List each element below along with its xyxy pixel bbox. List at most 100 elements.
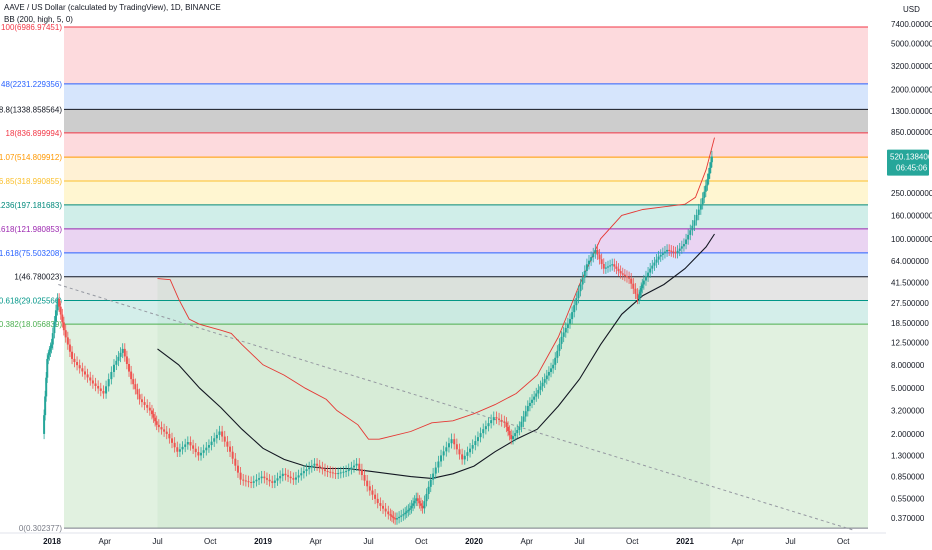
candle-body — [512, 436, 515, 440]
candle-body — [66, 337, 69, 345]
candle-body — [61, 314, 64, 323]
y-tick-label-21: 0.370000 — [891, 514, 925, 523]
candle-body — [619, 271, 622, 274]
candle-body — [687, 234, 690, 240]
time-axis[interactable]: 2018 Apr Jul Oct 2019 Apr Jul Oct 2020 Apr Jul Oct 2… — [0, 532, 886, 546]
candle-body — [611, 264, 614, 266]
candle-body — [45, 377, 48, 397]
fib-band-8 — [64, 252, 868, 277]
candle-body — [247, 481, 250, 483]
candle-body — [437, 461, 440, 468]
candle-body — [708, 167, 711, 174]
candle-body — [699, 204, 702, 210]
y-tick-label-14: 8.000000 — [891, 361, 925, 370]
candle-body — [49, 348, 52, 352]
candle-body — [522, 416, 525, 422]
candle-body — [305, 469, 308, 472]
candle-body — [647, 272, 650, 277]
candle-body — [461, 454, 464, 460]
candle-body — [484, 426, 487, 430]
candle-body — [342, 471, 345, 473]
candle-body — [487, 423, 490, 427]
trendline-layer — [58, 284, 854, 531]
candle-body — [644, 276, 647, 281]
fib-band-1 — [64, 83, 868, 110]
candle-body — [352, 465, 355, 468]
candle-body — [234, 458, 237, 466]
candle-body — [518, 426, 521, 431]
candle-body — [649, 268, 652, 273]
fib-label-8: 1.618(75.503208) — [0, 249, 62, 258]
candle-body — [479, 433, 482, 438]
candle-body — [695, 214, 698, 221]
candle-body — [423, 501, 426, 509]
candle-body — [709, 162, 712, 168]
candle-body — [628, 277, 631, 279]
candle-body — [535, 393, 538, 397]
candle-body — [83, 371, 86, 375]
candle-body — [516, 430, 519, 434]
candle-body — [329, 471, 332, 473]
candle-body — [382, 505, 385, 509]
candle-body — [73, 358, 76, 363]
y-tick-label-2: 3200.000000 — [891, 62, 932, 71]
candle-body — [636, 293, 639, 299]
candle-body — [547, 371, 550, 376]
y-tick-label-5: 850.000000 — [891, 128, 932, 137]
candle-body — [495, 417, 498, 419]
symbol-title[interactable]: AAVE / US Dollar (calculated by TradingV… — [4, 3, 221, 12]
candle-body — [413, 500, 416, 504]
x-tick-label-10: Jul — [574, 537, 584, 546]
candle-body — [661, 253, 664, 255]
candle-body — [125, 356, 128, 365]
candle-body — [625, 276, 628, 278]
candle-body — [231, 451, 234, 459]
candle-body — [368, 486, 371, 491]
fib-label-9: 1(46.780023) — [14, 273, 62, 282]
price-axis[interactable]: 7400.000000 5000.000000 3200.000000 2000.00… — [891, 20, 932, 523]
candle-body — [458, 449, 461, 455]
candle-body — [292, 478, 295, 480]
candle-body — [706, 179, 709, 186]
candle-body — [575, 298, 578, 306]
candle-body — [76, 362, 79, 366]
candle-body — [99, 388, 102, 391]
candle-body — [171, 438, 174, 443]
candle-body — [287, 475, 290, 477]
candle-body — [526, 406, 529, 412]
candle-body — [442, 451, 445, 456]
candle-body — [680, 246, 683, 249]
candle-body — [670, 250, 673, 252]
candle-body — [659, 254, 662, 257]
candle-body — [50, 344, 53, 349]
candle-body — [554, 357, 557, 365]
candle-body — [528, 402, 531, 407]
candle-body — [412, 503, 415, 506]
candle-body — [260, 476, 263, 479]
candle-body — [639, 291, 642, 296]
candle-body — [46, 358, 49, 378]
candle-body — [318, 465, 321, 468]
candle-body — [132, 379, 135, 385]
fib-retracement-layer: 100(6986.97451) 48(2231.229356) 28.8(1338.… — [0, 23, 868, 533]
candle-body — [221, 431, 224, 437]
indicator-title[interactable]: BB (200, high, 5, 0) — [4, 15, 73, 24]
candle-body — [123, 348, 126, 357]
candle-body — [543, 379, 546, 383]
y-tick-label-19: 0.850000 — [891, 473, 925, 482]
fib-band-10 — [64, 300, 868, 325]
y-tick-label-18: 1.300000 — [891, 451, 925, 460]
candle-body — [421, 505, 424, 509]
candle-body — [581, 277, 584, 285]
candle-body — [271, 481, 274, 483]
candle-body — [416, 498, 419, 501]
candle-body — [154, 417, 157, 422]
current-price-value: 520.138406 — [890, 153, 932, 162]
candle-body — [609, 265, 612, 267]
candle-body — [64, 330, 67, 338]
candle-body — [537, 389, 540, 394]
candle-body — [710, 156, 713, 163]
candle-body — [218, 431, 221, 435]
candle-body — [350, 467, 353, 470]
